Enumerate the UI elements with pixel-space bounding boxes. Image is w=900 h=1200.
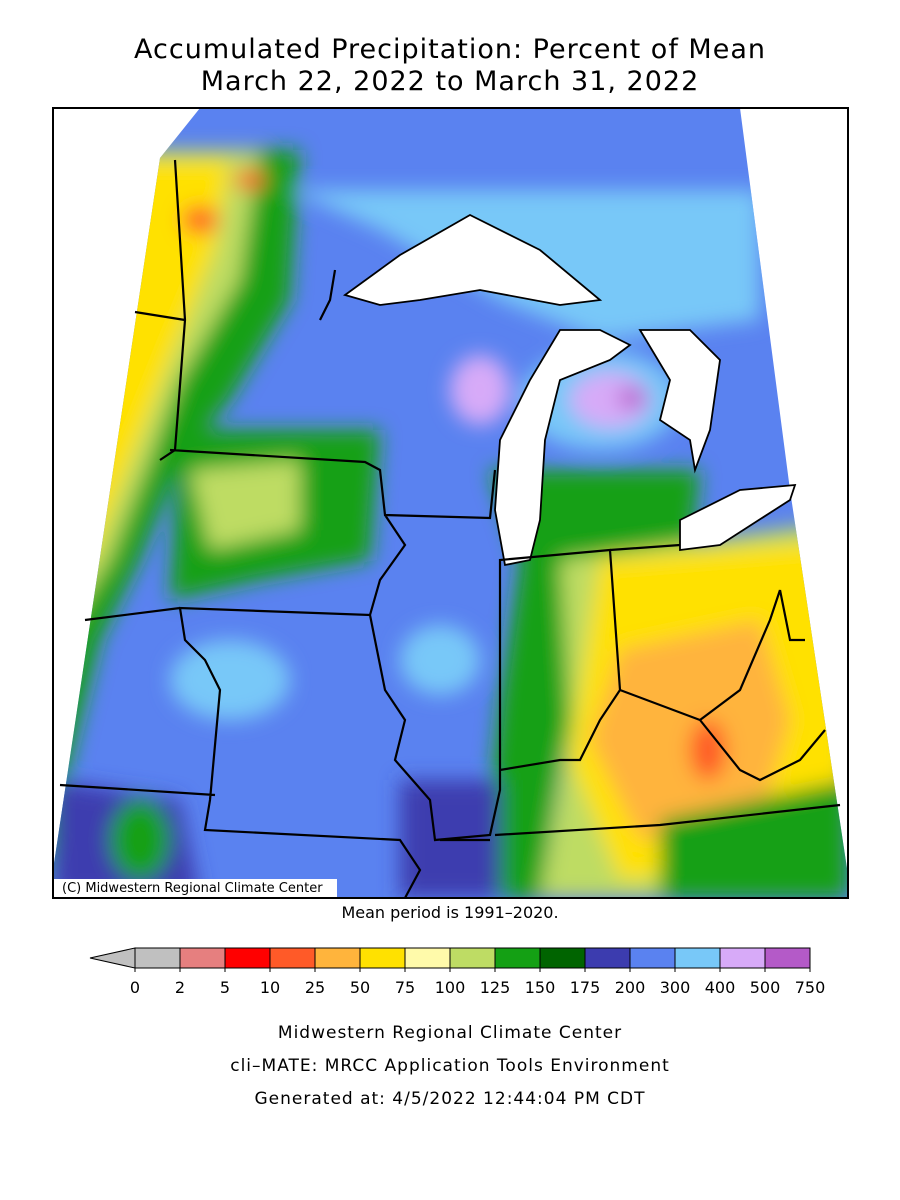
- colorbar-label: 2: [175, 978, 185, 997]
- footer-line: cli–MATE: MRCC Application Tools Environ…: [230, 1056, 670, 1076]
- colorbar-box: [764, 947, 811, 969]
- colorbar-label: 150: [525, 978, 556, 997]
- colorbar-label: 10: [260, 978, 280, 997]
- colorbar-box: [134, 947, 181, 969]
- colorbar-box: [314, 947, 361, 969]
- colorbar-box: [674, 947, 721, 969]
- colorbar-label: 500: [750, 978, 781, 997]
- colorbar-box: [404, 947, 451, 969]
- map-frame: [52, 107, 849, 899]
- colorbar-label: 50: [350, 978, 370, 997]
- colorbar-box: [539, 947, 586, 969]
- title-line: Accumulated Precipitation: Percent of Me…: [134, 34, 766, 65]
- colorbar-label: 125: [480, 978, 511, 997]
- colorbar-box: [179, 947, 226, 969]
- colorbar-box: [629, 947, 676, 969]
- credit: (C) Midwestern Regional Climate Center: [62, 881, 323, 896]
- colorbar-label: 400: [705, 978, 736, 997]
- colorbar-label: 175: [570, 978, 601, 997]
- credit-box: [54, 879, 337, 897]
- colorbar-box: [359, 947, 406, 969]
- colorbar-label: 5: [220, 978, 230, 997]
- mean-note: Mean period is 1991–2020.: [341, 903, 558, 922]
- colorbar-label: 75: [395, 978, 415, 997]
- colorbar-label: 0: [130, 978, 140, 997]
- colorbar-label: 25: [305, 978, 325, 997]
- colorbar-box: [584, 947, 631, 969]
- colorbar-label: 300: [660, 978, 691, 997]
- title-line: March 22, 2022 to March 31, 2022: [201, 66, 700, 97]
- colorbar-under: [89, 947, 136, 969]
- colorbar-box: [449, 947, 496, 969]
- colorbar-box: [224, 947, 271, 969]
- colorbar-box: [719, 947, 766, 969]
- colorbar-label: 750: [795, 978, 826, 997]
- colorbar-label: 200: [615, 978, 646, 997]
- colorbar-label: 100: [435, 978, 466, 997]
- footer-line: Midwestern Regional Climate Center: [278, 1023, 622, 1043]
- colorbar-box: [494, 947, 541, 969]
- map-lines: [59, 159, 841, 899]
- colorbar: 0 2 5 10 25 50 75 100 125 150 175 200 300 400 500 750: [89, 947, 826, 997]
- colorbar-box: [269, 947, 316, 969]
- footer-line: Generated at: 4/5/2022 12:44:04 PM CDT: [255, 1089, 646, 1109]
